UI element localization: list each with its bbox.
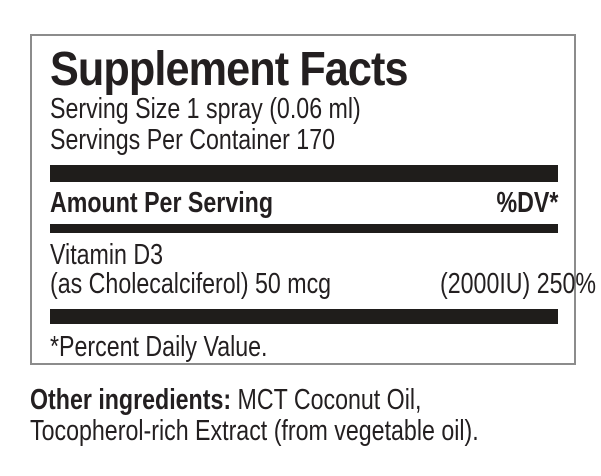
other-ingredients-block: Other ingredients: MCT Coconut Oil, Toco…: [30, 385, 590, 447]
separator-bar-thick-bottom: [50, 309, 558, 324]
daily-value-footnote: *Percent Daily Value.: [50, 333, 558, 362]
nutrient-dv-value: (2000IU) 250%: [440, 268, 597, 300]
other-ingredients-text1: MCT Coconut Oil,: [237, 384, 422, 416]
servings-per-container-line: Servings Per Container 170: [50, 125, 558, 156]
serving-size-text: Serving Size 1 spray (0.06 ml): [50, 93, 361, 125]
serving-size-line: Serving Size 1 spray (0.06 ml): [50, 94, 558, 125]
other-ingredients-line2: Tocopherol-rich Extract (from vegetable …: [30, 416, 590, 447]
panel-title: Supplement Facts: [50, 46, 558, 94]
percent-dv-header: %DV*: [496, 187, 558, 219]
other-ingredients-line1: Other ingredients: MCT Coconut Oil,: [30, 385, 590, 416]
column-header-row: Amount Per Serving %DV*: [50, 182, 558, 224]
separator-bar-thick-top: [50, 165, 558, 182]
daily-value-footnote-text: *Percent Daily Value.: [50, 331, 268, 363]
nutrient-name: Vitamin D3: [50, 241, 558, 270]
separator-bar-thin: [50, 224, 558, 233]
nutrient-name-text: Vitamin D3: [50, 239, 164, 271]
other-ingredients-label: Other ingredients:: [30, 384, 232, 416]
other-ingredients-text2: Tocopherol-rich Extract (from vegetable …: [30, 415, 479, 447]
panel-title-text: Supplement Facts: [50, 43, 409, 96]
nutrient-detail-row: (as Cholecalciferol) 50 mcg (2000IU) 250…: [50, 268, 596, 300]
servings-per-container-text: Servings Per Container 170: [50, 124, 336, 156]
amount-per-serving-header: Amount Per Serving: [50, 187, 274, 219]
supplement-facts-panel: Supplement Facts Serving Size 1 spray (0…: [30, 34, 596, 365]
nutrient-detail: (as Cholecalciferol) 50 mcg: [50, 268, 332, 300]
